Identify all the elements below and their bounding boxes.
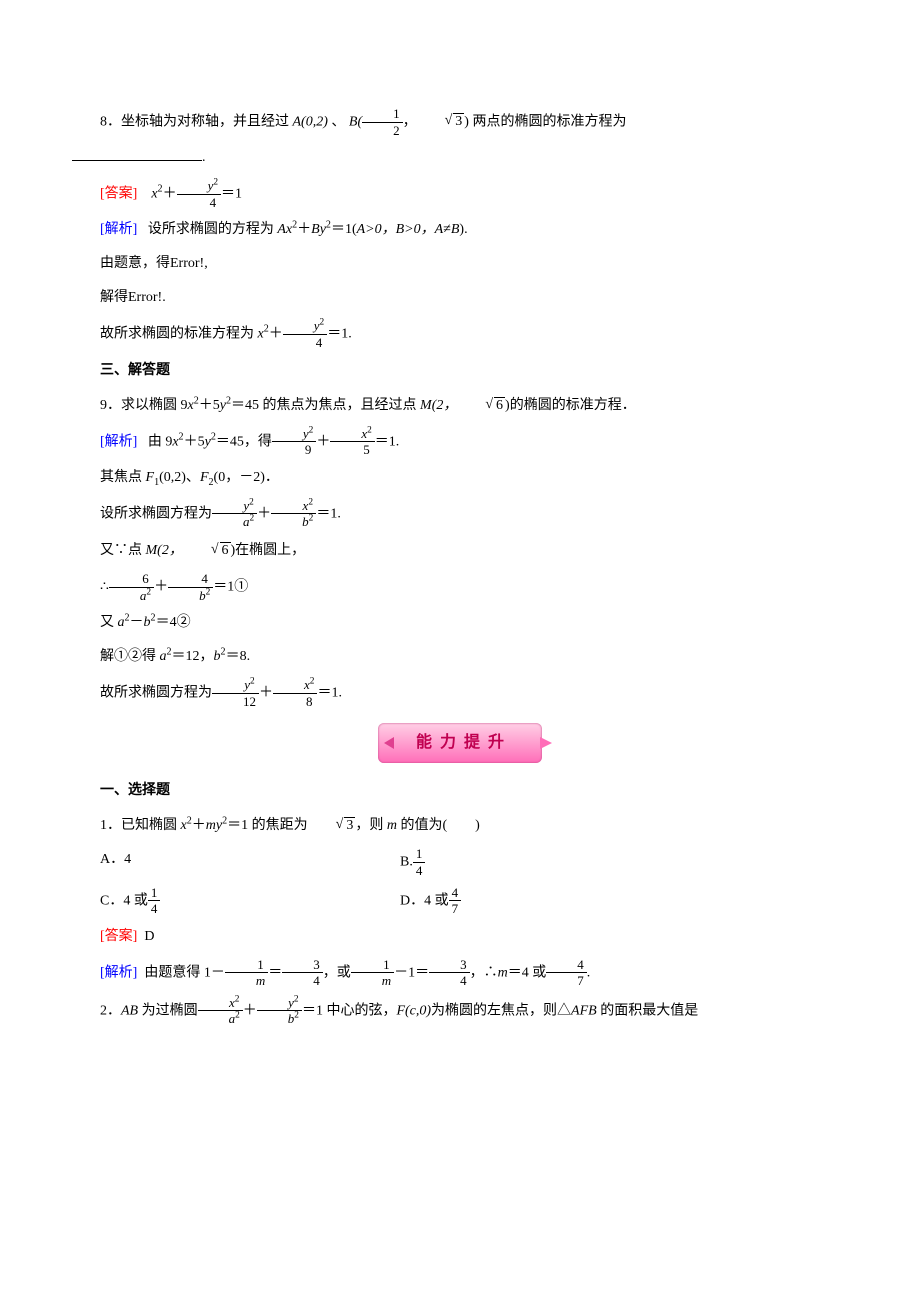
opt-A: A．4	[100, 846, 400, 878]
opt-C: C．4 或14	[100, 885, 400, 917]
q8x-end: ).	[459, 222, 467, 237]
q9-f2: x25	[330, 426, 374, 458]
analysis-label: [解析]	[100, 222, 137, 237]
q8a-frac: y24	[177, 178, 221, 210]
q9-f6: 4b2	[168, 571, 213, 603]
q8-analysis-3: 解得Error!.	[72, 284, 848, 312]
q8-sep1: 、	[331, 114, 345, 129]
q9-analysis-2: 其焦点 F1(0,2)、F2(0，－2)．	[72, 464, 848, 492]
q9-f7: y212	[212, 677, 259, 709]
p2-stem: 2．AB 为过椭圆x2a2＋y2b2＝1 中心的弦，F(c,0)为椭圆的左焦点，…	[72, 995, 848, 1027]
q9-f5: 6a2	[109, 571, 154, 603]
page: 8．坐标轴为对称轴，并且经过 A(0,2) 、 B(12，3) 两点的椭圆的标准…	[0, 0, 920, 1093]
q8-pointB-frac: 12	[362, 106, 403, 138]
optD-frac: 47	[449, 885, 462, 917]
q8x-frac: y24	[283, 318, 327, 350]
q9-f4: x2b2	[271, 498, 316, 530]
q8-pointB-post: )	[464, 114, 469, 129]
q9-stem: 9．求以椭圆 9x2＋5y2＝45 的焦点为焦点，且经过点 M(2，6)的椭圆的…	[72, 391, 848, 420]
optC-frac: 14	[148, 885, 161, 917]
q8x-l1a: 设所求椭圆的方程为	[148, 222, 278, 237]
q8-pointB-pre: B(	[349, 114, 362, 129]
p1a-f2: 34	[282, 957, 323, 989]
p1-analysis: [解析] 由题意得 1－1m＝34，或1m－1＝34，∴m＝4 或47.	[72, 957, 848, 989]
q8-prefix: 8．坐标轴为对称轴，并且经过	[100, 114, 293, 129]
q8-sqrt3: 3	[417, 107, 465, 136]
section-3-heading: 三、解答题	[72, 357, 848, 385]
q8x-By: By	[311, 222, 326, 237]
q8-analysis-4: 故所求椭圆的标准方程为 x2＋y24＝1.	[72, 318, 848, 350]
q8-tail: .	[202, 150, 206, 165]
blank-line	[72, 146, 202, 161]
q8x-cond: A>0，B>0，A≠B	[357, 222, 460, 237]
optB-frac: 14	[413, 846, 426, 878]
p1-answer: [答案] D	[72, 923, 848, 951]
q9-f8: x28	[273, 677, 317, 709]
q8x-eq: ＝1(	[331, 222, 357, 237]
q8-blank-row: .	[72, 144, 848, 172]
analysis-label: [解析]	[100, 965, 137, 980]
q8x-plus: ＋	[297, 222, 311, 237]
q8-stem: 8．坐标轴为对称轴，并且经过 A(0,2) 、 B(12，3) 两点的椭圆的标准…	[72, 106, 848, 138]
q9-analysis-6: 又 a2－b2＝4②	[72, 609, 848, 637]
sqrt6: 6	[457, 391, 505, 420]
q9-analysis-3: 设所求椭圆方程为y2a2＋x2b2＝1.	[72, 498, 848, 530]
opt-D: D．4 或47	[400, 885, 848, 917]
ability-banner: 能力提升	[72, 723, 848, 763]
q9-f3: y2a2	[212, 498, 257, 530]
q8-answer: [答案] x2＋y24＝1	[72, 178, 848, 210]
opt-B: B.14	[400, 846, 848, 878]
q8a-eq: ＝1	[221, 187, 242, 202]
p1a-f4: 34	[429, 957, 470, 989]
q8a-plus: ＋	[163, 187, 177, 202]
banner-text: 能力提升	[378, 723, 542, 763]
p1-opts-row2: C．4 或14 D．4 或47	[72, 885, 848, 917]
p1a-f1: 1m	[225, 957, 268, 989]
answer-label: [答案]	[100, 929, 137, 944]
p2-f2: y2b2	[257, 995, 302, 1027]
q8x-Ax: Ax	[277, 222, 292, 237]
analysis-label: [解析]	[100, 434, 137, 449]
q8-suffix: 两点的椭圆的标准方程为	[472, 114, 626, 129]
q8-pointA: A(0,2)	[293, 114, 328, 129]
q9-analysis-7: 解①②得 a2＝12，b2＝8.	[72, 643, 848, 671]
p1-stem: 1．已知椭圆 x2＋my2＝1 的焦距为3，则 m 的值为( )	[72, 811, 848, 840]
p2-f1: x2a2	[198, 995, 243, 1027]
q9-analysis-4: 又∵点 M(2，6)在椭圆上，	[72, 536, 848, 565]
q9-analysis-5: ∴6a2＋4b2＝1①	[72, 571, 848, 603]
sqrt3: 3	[308, 811, 356, 840]
sqrt6b: 6	[183, 536, 231, 565]
q8-analysis-1: [解析] 设所求椭圆的方程为 Ax2＋By2＝1(A>0，B>0，A≠B).	[72, 216, 848, 244]
q8-pointB-mid: ，	[403, 114, 417, 129]
section-1b-heading: 一、选择题	[72, 777, 848, 805]
q9-analysis-1: [解析] 由 9x2＋5y2＝45，得y29＋x25＝1.	[72, 426, 848, 458]
p1-opts-row1: A．4 B.14	[72, 846, 848, 878]
q9-analysis-8: 故所求椭圆方程为y212＋x28＝1.	[72, 677, 848, 709]
q8-analysis-2: 由题意，得Error!,	[72, 250, 848, 278]
p1a-f3: 1m	[351, 957, 394, 989]
q9-f1: y29	[272, 426, 316, 458]
p1a-f5: 47	[546, 957, 587, 989]
answer-label: [答案]	[100, 187, 137, 202]
